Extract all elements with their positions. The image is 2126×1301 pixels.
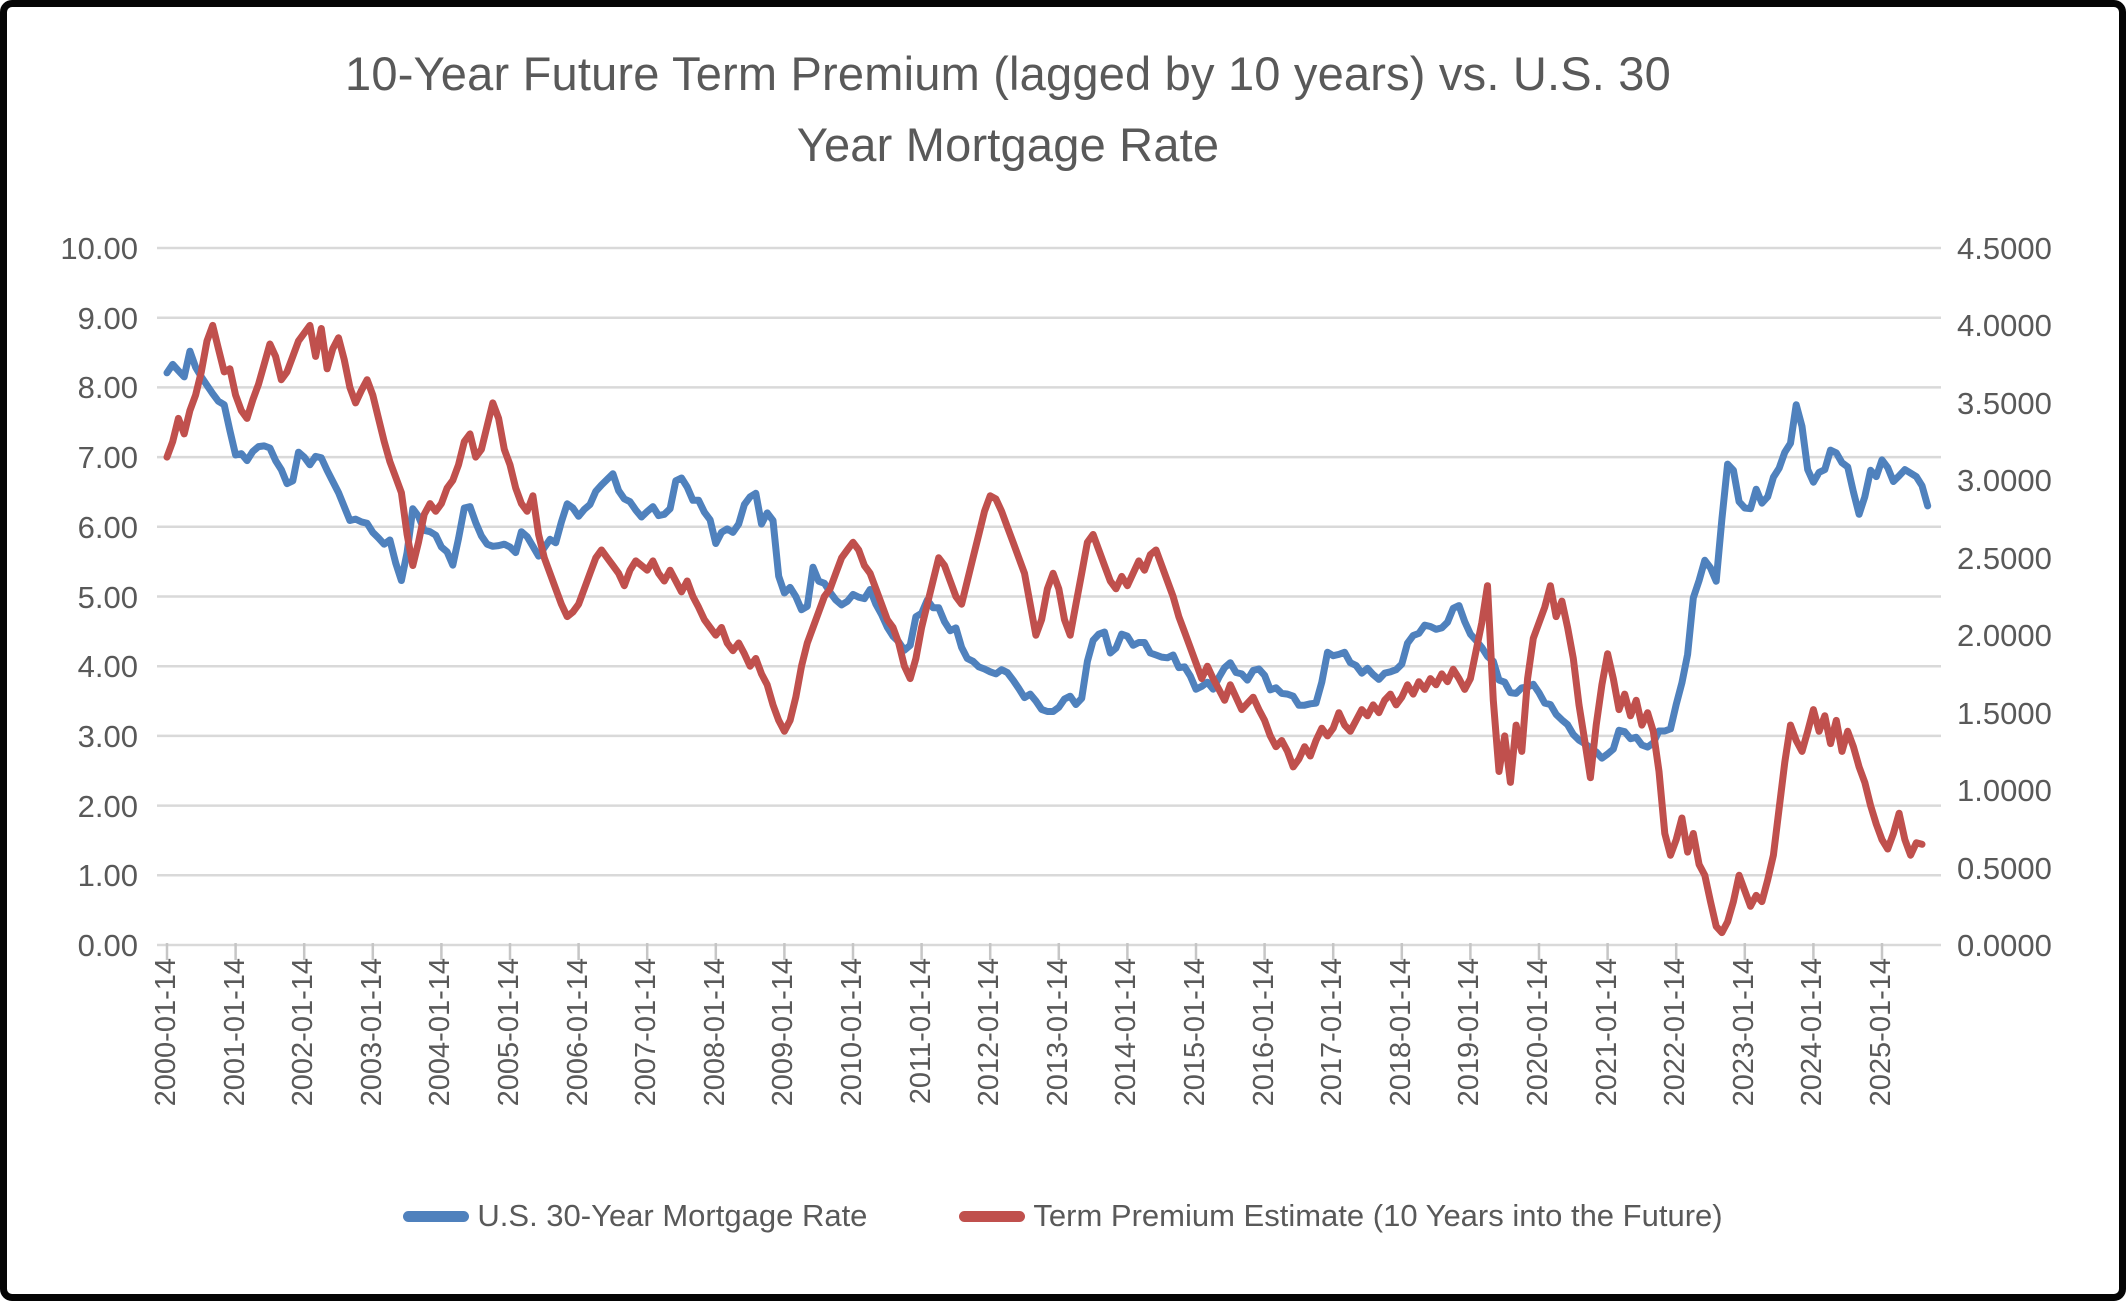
- left-axis-tick-label: 9.00: [77, 300, 138, 336]
- x-axis-tick-label-text: 2022-01-14: [1659, 958, 1692, 1107]
- chart-title-line2: Year Mortgage Rate: [796, 118, 1220, 171]
- x-axis-tick-label-text: 2001-01-14: [218, 958, 251, 1107]
- x-axis-tick-label-text: 2014-01-14: [1110, 958, 1143, 1107]
- legend-swatch-icon: [403, 1210, 470, 1222]
- legend: U.S. 30-Year Mortgage Rate Term Premium E…: [0, 1198, 2126, 1234]
- right-axis-tick-label: 4.0000: [1957, 308, 2052, 344]
- x-axis-tick-label-text: 2002-01-14: [287, 958, 320, 1107]
- legend-item-mortgage-rate: U.S. 30-Year Mortgage Rate: [403, 1198, 867, 1234]
- x-axis-tick-label-text: 2008-01-14: [698, 958, 731, 1107]
- left-axis-tick-label: 4.00: [77, 649, 138, 685]
- left-axis-tick-label: 0.00: [77, 928, 138, 963]
- x-axis-tick-label-text: 2019-01-14: [1453, 958, 1486, 1107]
- legend-label: Term Premium Estimate (10 Years into the…: [1033, 1198, 1723, 1233]
- x-axis-tick-label-text: 2017-01-14: [1316, 958, 1349, 1107]
- right-axis-tick-label: 0.0000: [1957, 928, 2052, 963]
- x-axis-tick-label-text: 2015-01-14: [1179, 958, 1211, 1107]
- left-axis-tick-label: 6.00: [77, 509, 138, 545]
- legend-swatch-icon: [959, 1210, 1026, 1222]
- x-axis-tick-label-text: 2021-01-14: [1590, 958, 1623, 1107]
- x-axis-tick-label-text: 2009-01-14: [767, 958, 800, 1107]
- right-axis-tick-label: 3.5000: [1957, 385, 2052, 421]
- left-axis-tick-label: 1.00: [77, 858, 138, 894]
- x-axis-tick-label-text: 2020-01-14: [1522, 958, 1554, 1107]
- x-axis-tick-label-text: 2003-01-14: [355, 958, 388, 1107]
- legend-label: U.S. 30-Year Mortgage Rate: [477, 1198, 868, 1233]
- x-axis-tick-label: 2025-01-14: [1864, 958, 2012, 1106]
- x-axis-tick-label-text: 2011-01-14: [904, 958, 937, 1105]
- left-axis-tick-label: 3.00: [77, 718, 138, 754]
- chart-title-line1: 10-Year Future Term Premium (lagged by 1…: [345, 47, 1671, 100]
- x-axis-tick-label-text: 2006-01-14: [561, 958, 594, 1107]
- x-axis-tick-label-text: 2025-01-14: [1865, 958, 1897, 1107]
- x-axis-tick-label-text: 2013-01-14: [1041, 958, 1074, 1107]
- x-axis-tick-label-text: 2023-01-14: [1727, 958, 1760, 1107]
- right-axis-tick-label: 1.5000: [1957, 695, 2052, 731]
- x-axis-tick-label-text: 2004-01-14: [424, 958, 457, 1107]
- x-axis-tick-label-text: 2007-01-14: [630, 958, 663, 1107]
- x-axis-tick-label-text: 2000-01-14: [150, 958, 182, 1107]
- left-axis-tick-label: 5.00: [77, 579, 138, 615]
- series-line-term-premium: [163, 321, 1926, 937]
- x-axis-tick-label-text: 2005-01-14: [493, 958, 525, 1107]
- right-axis-tick-label: 1.0000: [1957, 773, 2052, 809]
- x-axis-tick-label-text: 2012-01-14: [973, 958, 1006, 1107]
- x-axis-tick-label-text: 2018-01-14: [1384, 958, 1417, 1107]
- right-axis-tick-label: 3.0000: [1957, 463, 2052, 499]
- right-axis-tick-label: 2.5000: [1957, 540, 2052, 576]
- x-axis-tick-label-text: 2016-01-14: [1247, 958, 1280, 1107]
- chart-title: 10-Year Future Term Premium (lagged by 1…: [0, 38, 2016, 180]
- left-axis-tick-label: 10.00: [60, 231, 138, 266]
- x-axis-tick-label-text: 2010-01-14: [836, 958, 868, 1107]
- legend-item-term-premium: Term Premium Estimate (10 Years into the…: [959, 1198, 1723, 1234]
- left-axis-tick-label: 2.00: [77, 788, 138, 824]
- right-axis-tick-label: 2.0000: [1957, 618, 2052, 654]
- series-line-mortgage-rate: [163, 347, 1932, 762]
- left-axis-tick-label: 7.00: [77, 440, 138, 476]
- right-axis-tick-label: 0.5000: [1957, 850, 2052, 886]
- left-axis-tick-label: 8.00: [77, 370, 138, 406]
- right-axis-tick-label: 4.5000: [1957, 231, 2052, 266]
- x-axis-tick-label-text: 2024-01-14: [1796, 958, 1829, 1107]
